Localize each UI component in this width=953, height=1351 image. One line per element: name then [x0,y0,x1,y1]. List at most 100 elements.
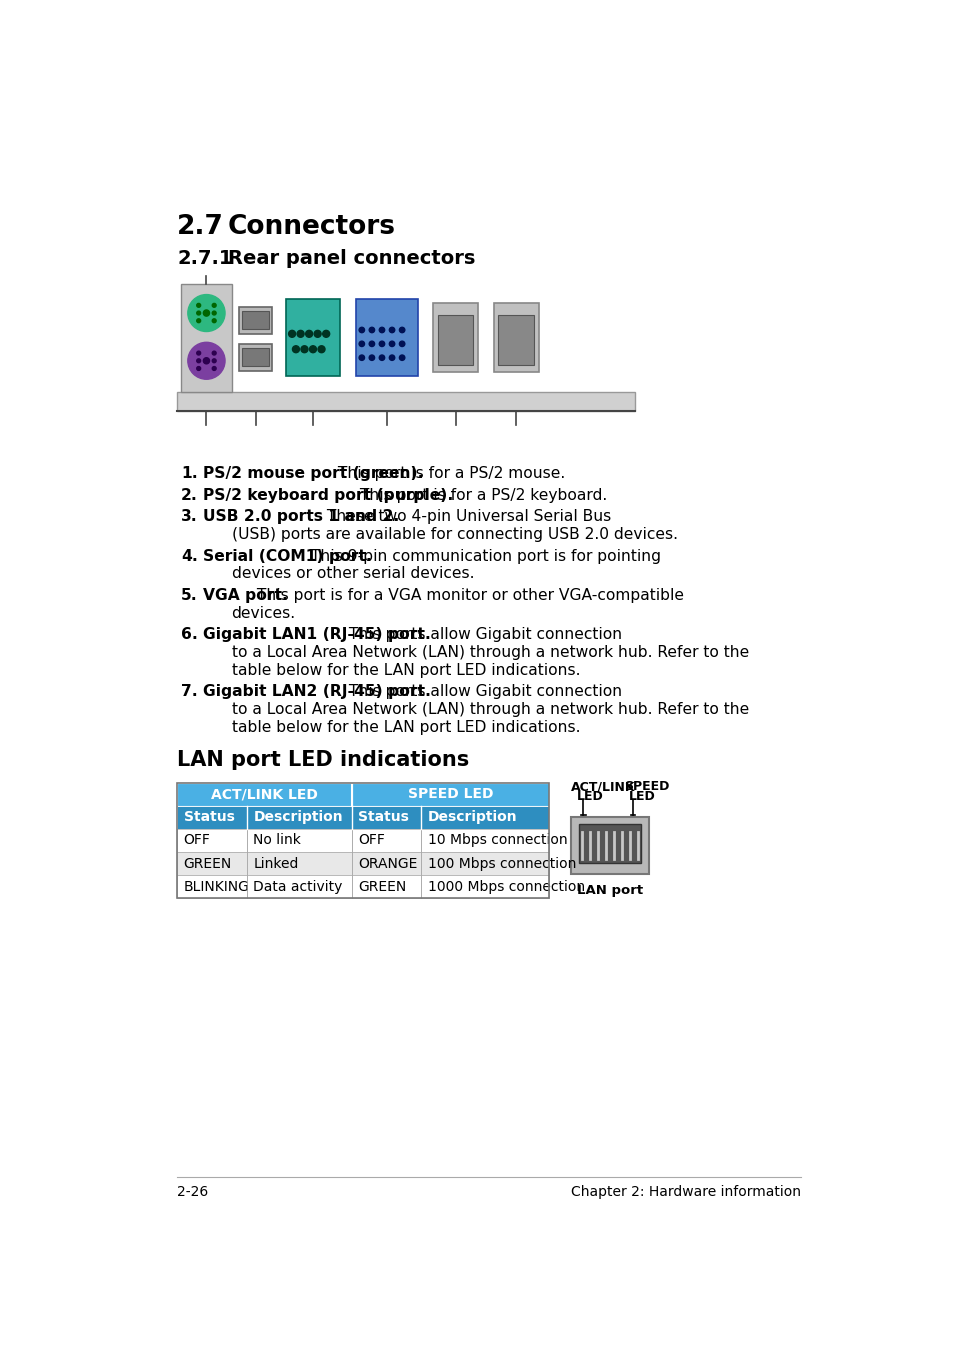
Bar [239,307,272,334]
Bar [352,830,421,852]
Bar [421,852,549,875]
Text: table below for the LAN port LED indications.: table below for the LAN port LED indicat… [232,720,579,735]
Text: devices.: devices. [232,605,295,620]
Circle shape [379,327,384,332]
Text: Serial (COM1) port.: Serial (COM1) port. [203,549,372,563]
Text: 10 Mbps connection: 10 Mbps connection [427,834,567,847]
Bar [247,830,352,852]
Bar [352,852,421,875]
Circle shape [369,355,375,361]
Circle shape [203,309,210,316]
Circle shape [314,331,321,338]
Bar [177,782,549,898]
Text: 3.: 3. [181,509,198,524]
Bar [242,349,269,366]
Text: to a Local Area Network (LAN) through a network hub. Refer to the: to a Local Area Network (LAN) through a … [232,703,748,717]
Circle shape [212,351,216,355]
Circle shape [188,342,225,380]
Text: Data activity: Data activity [253,880,342,894]
Circle shape [196,311,200,315]
Text: Description: Description [253,811,342,824]
Bar [177,392,634,411]
Circle shape [399,327,404,332]
Circle shape [369,342,375,347]
Circle shape [188,295,225,331]
Text: to a Local Area Network (LAN) through a network hub. Refer to the: to a Local Area Network (LAN) through a … [232,644,748,659]
Text: GREEN: GREEN [183,857,232,870]
Circle shape [196,319,200,323]
Text: Rear panel connectors: Rear panel connectors [228,249,475,267]
Text: No link: No link [253,834,301,847]
Circle shape [369,327,375,332]
Text: Status: Status [357,811,409,824]
Circle shape [204,359,208,362]
Text: VGA port.: VGA port. [203,588,288,603]
Circle shape [305,331,313,338]
Bar [433,303,477,373]
Text: Description: Description [427,811,517,824]
Text: ACT/LINK: ACT/LINK [571,781,635,793]
Text: These two 4-pin Universal Serial Bus: These two 4-pin Universal Serial Bus [322,509,611,524]
Text: Gigabit LAN1 (RJ-45) port.: Gigabit LAN1 (RJ-45) port. [203,627,431,642]
Text: LAN port LED indications: LAN port LED indications [177,750,469,770]
Bar [352,875,421,898]
Text: This ports allow Gigabit connection: This ports allow Gigabit connection [344,627,621,642]
Circle shape [204,311,208,315]
Text: (USB) ports are available for connecting USB 2.0 devices.: (USB) ports are available for connecting… [232,527,677,542]
Bar [421,805,549,830]
Circle shape [289,331,295,338]
Text: LED: LED [628,790,655,804]
Text: USB 2.0 ports 1 and 2.: USB 2.0 ports 1 and 2. [203,509,399,524]
Circle shape [379,355,384,361]
Bar [286,299,340,376]
Bar [578,824,640,863]
Text: ACT/LINK LED: ACT/LINK LED [211,788,317,801]
Text: This port is for a VGA monitor or other VGA-compatible: This port is for a VGA monitor or other … [252,588,683,603]
Circle shape [296,331,304,338]
Bar [493,303,537,373]
Text: LAN port: LAN port [577,884,642,897]
Circle shape [212,319,216,323]
Circle shape [196,359,200,362]
Text: 100 Mbps connection: 100 Mbps connection [427,857,576,870]
Circle shape [196,351,200,355]
Text: OFF: OFF [357,834,384,847]
Circle shape [399,355,404,361]
Circle shape [309,346,316,353]
Circle shape [301,346,308,353]
Circle shape [379,342,384,347]
Circle shape [358,355,364,361]
Text: GREEN: GREEN [357,880,406,894]
Text: SPEED LED: SPEED LED [407,788,493,801]
Bar [247,805,352,830]
Text: 2.7: 2.7 [177,215,224,240]
Bar [247,852,352,875]
Text: LED: LED [577,790,603,804]
Text: 4.: 4. [181,549,198,563]
Bar [177,852,247,875]
Text: 2.: 2. [181,488,198,503]
Circle shape [389,355,395,361]
Text: ORANGE: ORANGE [357,857,416,870]
Text: Connectors: Connectors [228,215,395,240]
Bar [177,805,247,830]
Circle shape [293,346,299,353]
Circle shape [196,304,200,307]
Bar [352,805,421,830]
Circle shape [212,311,216,315]
Bar [437,315,473,365]
Text: Linked: Linked [253,857,298,870]
Text: 1.: 1. [181,466,198,481]
Text: PS/2 keyboard port (purple).: PS/2 keyboard port (purple). [203,488,453,503]
Text: OFF: OFF [183,834,211,847]
Text: This 9-pin communication port is for pointing: This 9-pin communication port is for poi… [306,549,660,563]
Bar [421,875,549,898]
Bar [177,782,352,805]
Text: This ports allow Gigabit connection: This ports allow Gigabit connection [344,684,621,700]
Bar [352,782,549,805]
Circle shape [317,346,325,353]
Text: BLINKING: BLINKING [183,880,249,894]
Circle shape [212,366,216,370]
Circle shape [212,304,216,307]
Bar [242,312,269,330]
